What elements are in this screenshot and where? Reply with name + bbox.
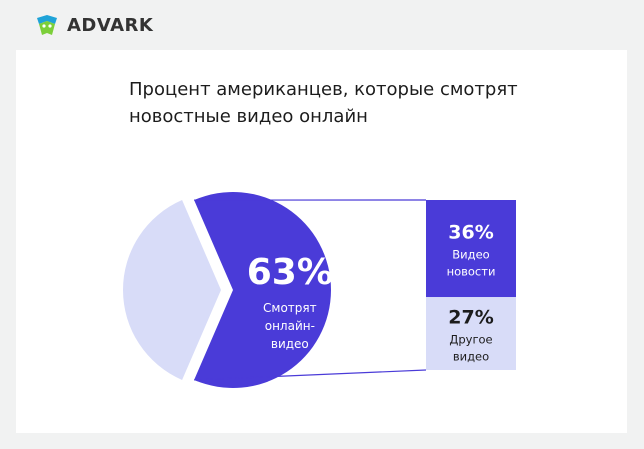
header: ADVARK — [0, 0, 644, 50]
slice-value-label: 63% — [247, 252, 333, 293]
chart-title-line-1: Процент американцев, которые смотрят — [129, 79, 518, 100]
breakdown-value-1: 36% — [448, 222, 493, 244]
breakdown-caption-2-2: видео — [453, 350, 489, 364]
breakdown-value-2: 27% — [448, 307, 493, 329]
pie-slice-online-video — [194, 191, 331, 388]
slice-caption-line-3: видео — [271, 337, 309, 351]
chart-card: Процент американцев, которые смотрят нов… — [16, 50, 627, 433]
breakdown-segment-2 — [426, 297, 516, 370]
breakdown-caption-1-2: новости — [447, 265, 496, 279]
chart-title-line-2: новостные видео онлайн — [129, 106, 368, 127]
advark-logo[interactable]: ADVARK — [34, 11, 153, 39]
breakdown-caption-1-1: Видео — [452, 248, 489, 262]
slice-caption-line-1: Смотрят — [263, 301, 317, 315]
pie-slice-other — [123, 200, 221, 380]
pie-chart: 63% Смотрят онлайн-видео 36% Видео новости 27%… — [123, 191, 516, 388]
slice-caption-line-2: онлайн- — [265, 319, 315, 333]
logo-text: ADVARK — [67, 14, 154, 36]
breakdown-caption-2-1: Другое — [449, 333, 492, 347]
connector-bottom — [194, 369, 427, 381]
advark-logo-icon — [37, 15, 57, 35]
chart-title: Процент американцев, которые смотрят нов… — [129, 76, 569, 130]
breakdown-segment-1 — [426, 200, 516, 298]
